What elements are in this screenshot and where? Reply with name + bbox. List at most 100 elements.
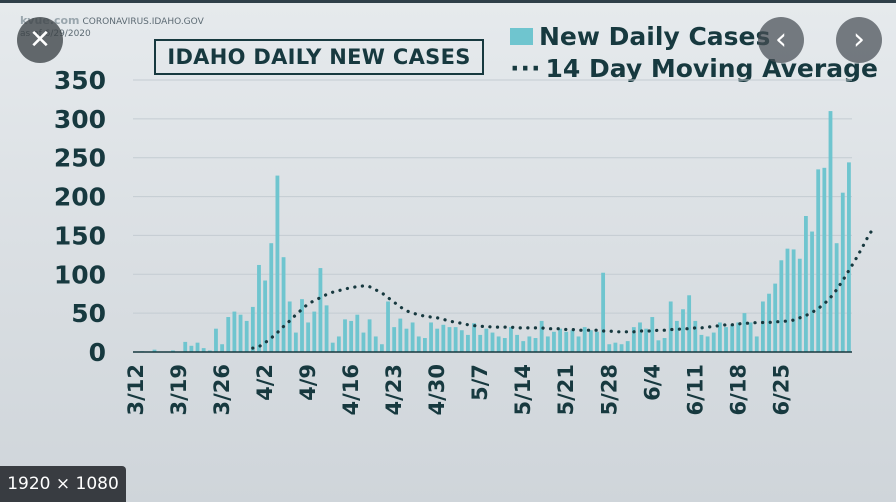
- bar: [552, 331, 556, 352]
- bar: [373, 336, 378, 352]
- bar: [459, 330, 464, 352]
- y-tick-label: 250: [54, 144, 106, 173]
- bar: [324, 305, 329, 352]
- bar: [545, 336, 550, 352]
- bar: [214, 328, 218, 352]
- bar: [244, 320, 249, 352]
- bar: [816, 169, 821, 352]
- legend-bar-swatch: [510, 27, 533, 45]
- bar: [687, 295, 692, 352]
- bar: [527, 336, 532, 352]
- image-size-badge: 1920 × 1080: [0, 466, 126, 502]
- bar: [847, 162, 851, 352]
- x-tick-label: 6/11: [683, 364, 707, 416]
- next-image-button[interactable]: ›: [836, 17, 882, 63]
- bar: [429, 322, 433, 352]
- y-tick-label: 350: [54, 66, 106, 95]
- bar: [828, 111, 833, 352]
- bar: [453, 327, 458, 352]
- x-tick-label: 3/26: [210, 364, 234, 416]
- x-tick-label: 3/12: [124, 364, 148, 416]
- x-tick-label: 4/30: [425, 364, 449, 416]
- bar: [207, 350, 212, 352]
- chevron-right-icon: ›: [853, 22, 865, 57]
- bar: [367, 319, 372, 352]
- bar: [355, 314, 360, 352]
- source-site: CORONAVIRUS.IDAHO.GOV: [82, 17, 204, 27]
- bar: [717, 322, 722, 352]
- bar: [263, 280, 268, 352]
- bar: [379, 344, 384, 352]
- bar: [730, 324, 735, 352]
- bar: [220, 344, 225, 352]
- bar: [650, 317, 655, 352]
- bar: [287, 301, 292, 352]
- chart-legend: New Daily Cases ··· 14 Day Moving Averag…: [510, 20, 878, 84]
- legend-label-moving-average: 14 Day Moving Average: [545, 53, 878, 83]
- moving-average-line: [251, 226, 876, 350]
- bar: [564, 331, 569, 352]
- bar: [232, 311, 237, 352]
- bar: [269, 243, 274, 352]
- x-tick-label: 4/23: [382, 364, 406, 416]
- bar: [588, 330, 593, 352]
- bar: [361, 332, 366, 352]
- bar: [343, 319, 347, 352]
- bar: [250, 306, 255, 352]
- bar: [656, 340, 661, 352]
- bar: [724, 327, 728, 352]
- x-tick-label: 4/9: [296, 364, 320, 401]
- bar: [607, 344, 612, 352]
- bar: [478, 334, 483, 352]
- bar: [171, 350, 175, 352]
- y-tick-label: 150: [54, 221, 106, 250]
- bar: [152, 349, 157, 352]
- bar: [797, 258, 802, 352]
- bar: [386, 301, 390, 352]
- y-tick-label: 50: [71, 299, 106, 328]
- bar: [416, 336, 421, 352]
- bar: [644, 328, 649, 352]
- bar: [582, 327, 587, 352]
- bar: [613, 342, 618, 352]
- bar: [336, 336, 341, 352]
- bar: [822, 167, 827, 352]
- top-strip: [0, 0, 896, 3]
- bar: [570, 330, 575, 352]
- bar: [201, 348, 206, 352]
- bar: [699, 334, 704, 352]
- bar: [435, 328, 440, 352]
- bar: [410, 322, 415, 352]
- bar: [779, 260, 784, 352]
- bar: [490, 332, 495, 352]
- x-tick-label: 6/4: [640, 364, 664, 401]
- bar: [595, 331, 599, 352]
- x-tick-label: 5/14: [511, 364, 535, 416]
- bar: [515, 334, 519, 352]
- bar: [785, 248, 790, 352]
- y-tick-label: 100: [54, 260, 106, 289]
- x-tick-label: 5/21: [554, 364, 578, 416]
- bar: [754, 336, 759, 352]
- bar: [404, 328, 409, 352]
- bar: [502, 338, 507, 352]
- close-button[interactable]: ✕: [17, 17, 63, 63]
- bar: [496, 336, 501, 352]
- bar: [484, 328, 489, 352]
- x-tick-label: 6/18: [726, 364, 750, 416]
- bar: [349, 320, 354, 352]
- bar: [662, 338, 667, 352]
- bar: [422, 338, 427, 352]
- legend-dotted-line: ···: [510, 53, 542, 83]
- x-tick-label: 5/7: [468, 364, 492, 401]
- bar: [441, 324, 446, 352]
- x-tick-label: 5/28: [597, 364, 621, 416]
- bar: [226, 317, 231, 352]
- bar: [330, 342, 335, 352]
- bar: [466, 334, 470, 352]
- bar: [257, 264, 261, 352]
- bar: [318, 268, 323, 352]
- previous-image-button[interactable]: ‹: [758, 17, 804, 63]
- bar: [195, 342, 200, 352]
- bar: [281, 257, 286, 352]
